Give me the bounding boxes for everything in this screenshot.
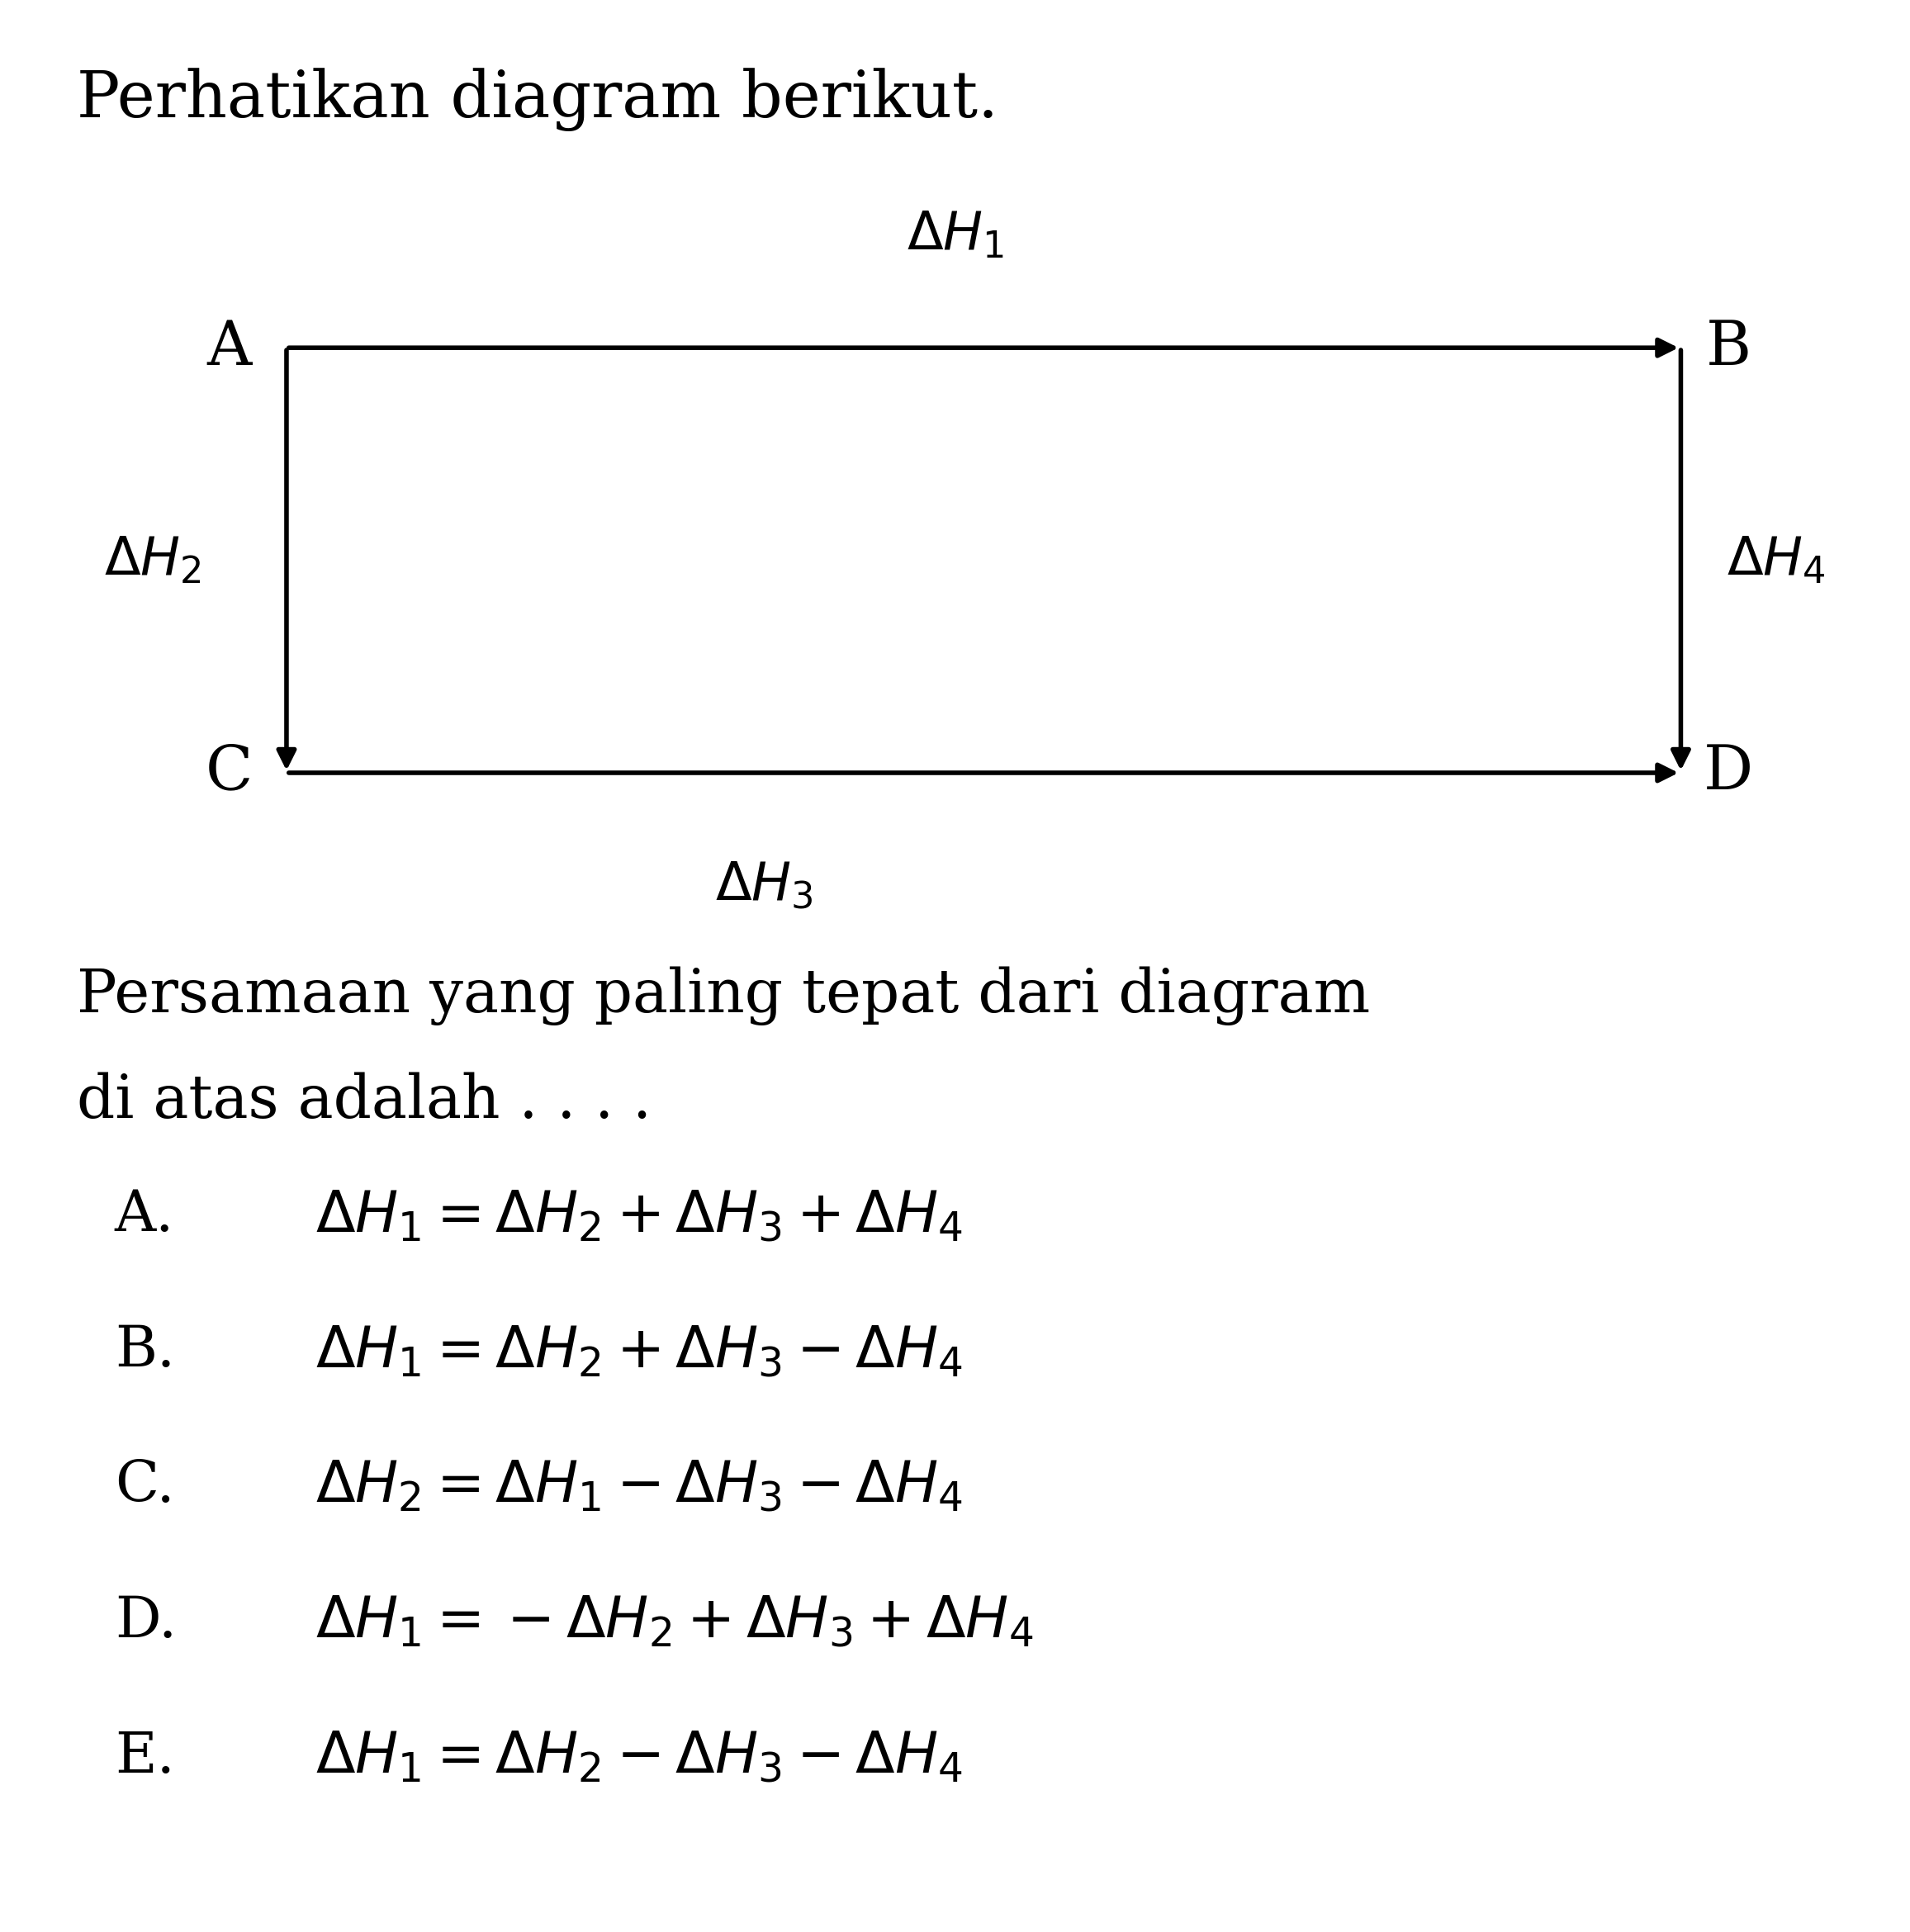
Text: Persamaan yang paling tepat dari diagram: Persamaan yang paling tepat dari diagram	[76, 966, 1369, 1026]
Text: C: C	[206, 742, 252, 804]
Text: Perhatikan diagram berikut.: Perhatikan diagram berikut.	[76, 68, 997, 131]
Text: di atas adalah . . . .: di atas adalah . . . .	[76, 1072, 651, 1130]
Text: $\Delta H_1$: $\Delta H_1$	[905, 211, 1005, 261]
Text: D.: D.	[115, 1594, 176, 1648]
Text: $\Delta H_1 = \Delta H_2 + \Delta H_3 - \Delta H_4$: $\Delta H_1 = \Delta H_2 + \Delta H_3 - …	[315, 1323, 963, 1379]
Text: A.: A.	[115, 1188, 174, 1242]
Text: B: B	[1706, 317, 1751, 379]
Text: E.: E.	[115, 1729, 174, 1783]
Text: $\Delta H_2 = \Delta H_1 - \Delta H_3 - \Delta H_4$: $\Delta H_2 = \Delta H_1 - \Delta H_3 - …	[315, 1459, 963, 1515]
Text: $\Delta H_4$: $\Delta H_4$	[1727, 535, 1826, 585]
Text: C.: C.	[115, 1459, 174, 1513]
Text: D: D	[1704, 742, 1753, 804]
Text: $\Delta H_2$: $\Delta H_2$	[105, 535, 201, 585]
Text: A: A	[206, 317, 252, 379]
Text: $\Delta H_1 = \Delta H_2 - \Delta H_3 - \Delta H_4$: $\Delta H_1 = \Delta H_2 - \Delta H_3 - …	[315, 1729, 963, 1785]
Text: $\Delta H_1 = \Delta H_2 + \Delta H_3 + \Delta H_4$: $\Delta H_1 = \Delta H_2 + \Delta H_3 + …	[315, 1188, 963, 1244]
Text: $\Delta H_3$: $\Delta H_3$	[714, 860, 814, 910]
Text: $\Delta H_1 = -\Delta H_2 + \Delta H_3 + \Delta H_4$: $\Delta H_1 = -\Delta H_2 + \Delta H_3 +…	[315, 1594, 1033, 1650]
Text: B.: B.	[115, 1323, 176, 1378]
